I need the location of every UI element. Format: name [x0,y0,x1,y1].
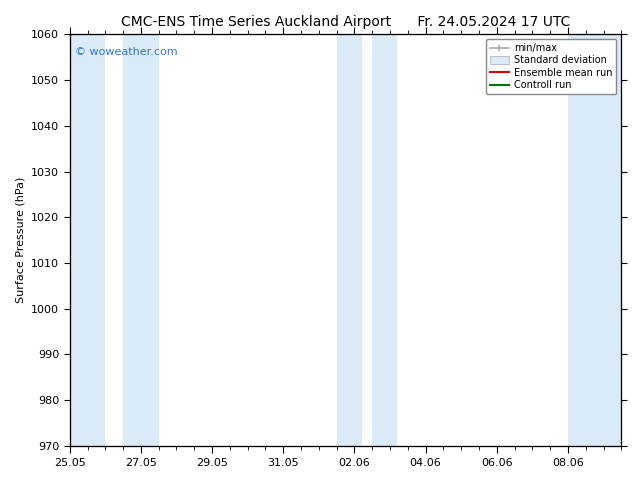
Bar [372,34,397,446]
Bar [123,34,158,446]
Bar [70,34,105,446]
Bar [337,34,361,446]
Legend: min/max, Standard deviation, Ensemble mean run, Controll run: min/max, Standard deviation, Ensemble me… [486,39,616,94]
Title: CMC-ENS Time Series Auckland Airport      Fr. 24.05.2024 17 UTC: CMC-ENS Time Series Auckland Airport Fr.… [121,15,570,29]
Bar [568,34,621,446]
Text: © woweather.com: © woweather.com [75,47,178,57]
Y-axis label: Surface Pressure (hPa): Surface Pressure (hPa) [16,177,25,303]
